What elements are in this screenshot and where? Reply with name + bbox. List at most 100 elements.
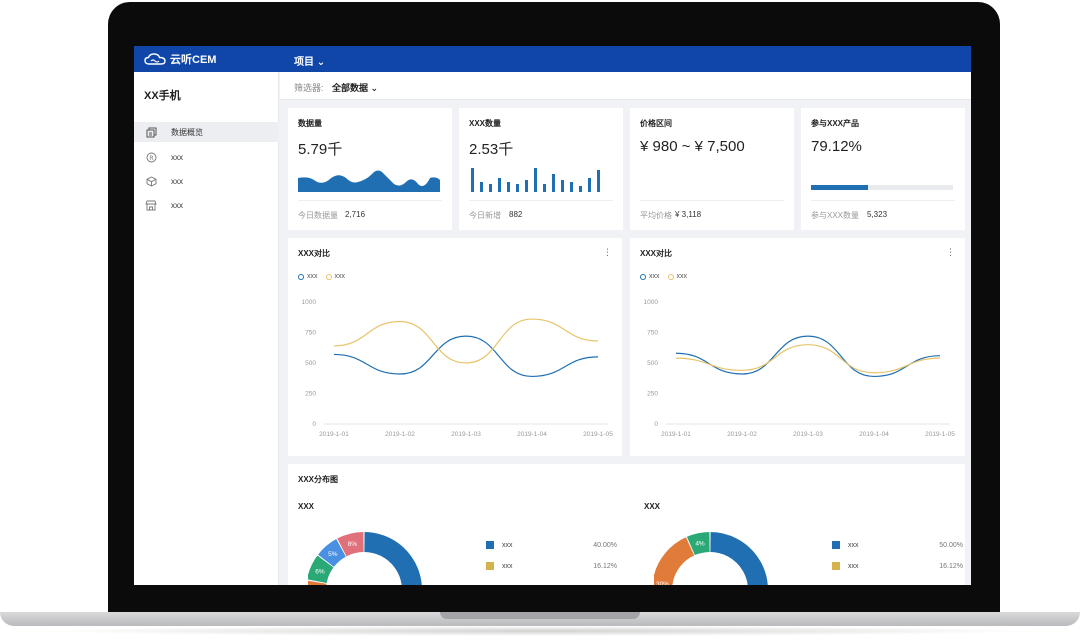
box-icon: [145, 175, 157, 187]
stat-value: ¥ 980 ~ ¥ 7,500: [640, 138, 745, 155]
project-menu[interactable]: 项目 ⌄: [294, 57, 326, 68]
donut-segment[interactable]: [709, 532, 768, 585]
more-menu-icon[interactable]: ⋮: [603, 247, 612, 257]
stat-foot-label: 参与XXX数量: [811, 211, 860, 220]
stat-divider: [811, 200, 955, 201]
y-tick-label: 500: [647, 360, 658, 367]
stat-foot-value: ¥ 3,118: [675, 210, 702, 219]
legend-item[interactable]: xxx: [325, 273, 345, 280]
donut-segment[interactable]: [336, 532, 365, 557]
sidebar-item-3[interactable]: xxx: [134, 171, 279, 191]
stat-title: 数据量: [298, 119, 322, 128]
app-screen: 云听CEM 项目 ⌄ XX手机 数据概览 R xxx: [134, 46, 971, 585]
donut-label: 30%: [656, 581, 669, 585]
x-tick-label: 2019-1-02: [385, 431, 415, 438]
filter-dropdown[interactable]: 全部数据 ⌄: [332, 83, 379, 93]
line-chart-card-2: XXX对比 ⋮ xxx xxx 1000 750 500 250 0 2019-1-01 2…: [630, 238, 965, 456]
stat-card-price-range: 价格区间 ¥ 980 ~ ¥ 7,500 平均价格 ¥ 3,118: [630, 108, 794, 230]
progress-fill: [811, 185, 868, 190]
legend-item[interactable]: xxx: [667, 273, 687, 280]
sidebar-title: XX手机: [144, 90, 181, 102]
stat-divider: [298, 200, 442, 201]
pie-legend-row[interactable]: xxx 16.12%: [486, 562, 617, 570]
filter-bar: 筛选器: 全部数据 ⌄: [280, 72, 971, 100]
svg-text:R: R: [149, 154, 153, 161]
laptop-base: [0, 612, 1080, 626]
stat-title: 参与XXX产品: [811, 119, 860, 128]
series-line-1: [675, 344, 941, 374]
distribution-title: XXX分布图: [298, 475, 339, 484]
donut-label: 8%: [348, 541, 358, 548]
stat-foot-label: 今日新增: [469, 211, 501, 220]
y-tick-label: 250: [647, 391, 658, 398]
pie-legend-row[interactable]: xxx 16.12%: [832, 562, 963, 570]
sidebar-item-label: xxx: [171, 200, 183, 210]
bar-sparkline: [471, 168, 600, 192]
donut-chart-right: 4% 30%: [654, 531, 768, 585]
y-tick-label: 250: [305, 391, 316, 398]
distribution-subtitle-left: XXX: [298, 502, 315, 511]
line-chart-card-1: XXX对比 ⋮ xxx xxx 1000 750 500 250 0 2019-1-01 2…: [288, 238, 622, 456]
laptop-shadow: [40, 626, 1040, 636]
distribution-card: XXX分布图 XXX XXX 8% 5% 6% 4% 30% xxx 40.00% x…: [288, 464, 965, 585]
x-tick-label: 2019-1-05: [583, 431, 613, 438]
y-tick-label: 500: [305, 360, 316, 367]
stat-title: 价格区间: [640, 119, 672, 128]
stat-card-data-volume: 数据量 5.79千 今日数据量 2,716: [288, 108, 452, 230]
stat-foot-label: 平均价格: [640, 211, 672, 220]
stat-divider: [469, 200, 613, 201]
sidebar-item-overview[interactable]: 数据概览: [134, 122, 279, 142]
donut-label: 6%: [315, 568, 325, 575]
series-line-1: [333, 318, 599, 364]
y-tick-label: 1000: [302, 299, 317, 306]
x-tick-label: 2019-1-03: [451, 431, 481, 438]
y-tick-label: 750: [305, 330, 316, 337]
x-tick-label: 2019-1-04: [517, 431, 547, 438]
sidebar-item-2[interactable]: R xxx: [134, 147, 279, 167]
top-bar: 云听CEM 项目 ⌄: [134, 46, 971, 72]
stat-value: 5.79千: [298, 141, 343, 158]
stat-card-participation: 参与XXX产品 79.12% 参与XXX数量 5,323: [801, 108, 965, 230]
sidebar-item-label: xxx: [171, 152, 183, 162]
sidebar-item-label: xxx: [171, 176, 183, 186]
series-line-0: [333, 335, 599, 378]
y-tick-label: 0: [654, 421, 658, 428]
stat-value: 79.12%: [811, 138, 862, 155]
x-tick-label: 2019-1-02: [727, 431, 757, 438]
y-tick-label: 750: [647, 330, 658, 337]
sidebar-item-4[interactable]: xxx: [134, 195, 279, 215]
cloud-logo-icon: [144, 52, 166, 65]
filter-label: 筛选器:: [294, 83, 324, 93]
donut-segment[interactable]: [363, 532, 422, 585]
stat-title: XXX数量: [469, 119, 502, 128]
stat-foot-label: 今日数据量: [298, 211, 338, 220]
y-tick-label: 1000: [644, 299, 659, 306]
x-tick-label: 2019-1-01: [319, 431, 349, 438]
chart-title: XXX对比: [640, 249, 673, 258]
legend-item[interactable]: xxx: [640, 273, 660, 280]
stat-foot-value: 5,323: [867, 210, 888, 219]
distribution-subtitle-right: XXX: [644, 502, 661, 511]
stat-value: 2.53千: [469, 141, 514, 158]
x-tick-label: 2019-1-05: [925, 431, 955, 438]
pie-legend-row[interactable]: xxx 40.00%: [486, 541, 617, 549]
x-tick-label: 2019-1-03: [793, 431, 823, 438]
registered-icon: R: [145, 151, 157, 163]
pie-legend-row[interactable]: xxx 50.00%: [832, 541, 963, 549]
legend-item[interactable]: xxx: [298, 273, 318, 280]
store-icon: [145, 199, 157, 211]
more-menu-icon[interactable]: ⋮: [946, 247, 955, 257]
x-tick-label: 2019-1-01: [661, 431, 691, 438]
donut-segment[interactable]: [654, 537, 696, 585]
donut-label: 4%: [695, 541, 705, 548]
laptop-notch: [440, 612, 640, 619]
sidebar: XX手机 数据概览 R xxx xxx: [134, 72, 279, 585]
stat-foot-value: 882: [509, 210, 523, 219]
logo-text: 云听CEM: [170, 54, 217, 66]
app-logo[interactable]: 云听CEM: [144, 51, 216, 67]
series-line-0: [675, 335, 941, 378]
chart-legend: xxx xxx: [640, 273, 687, 280]
